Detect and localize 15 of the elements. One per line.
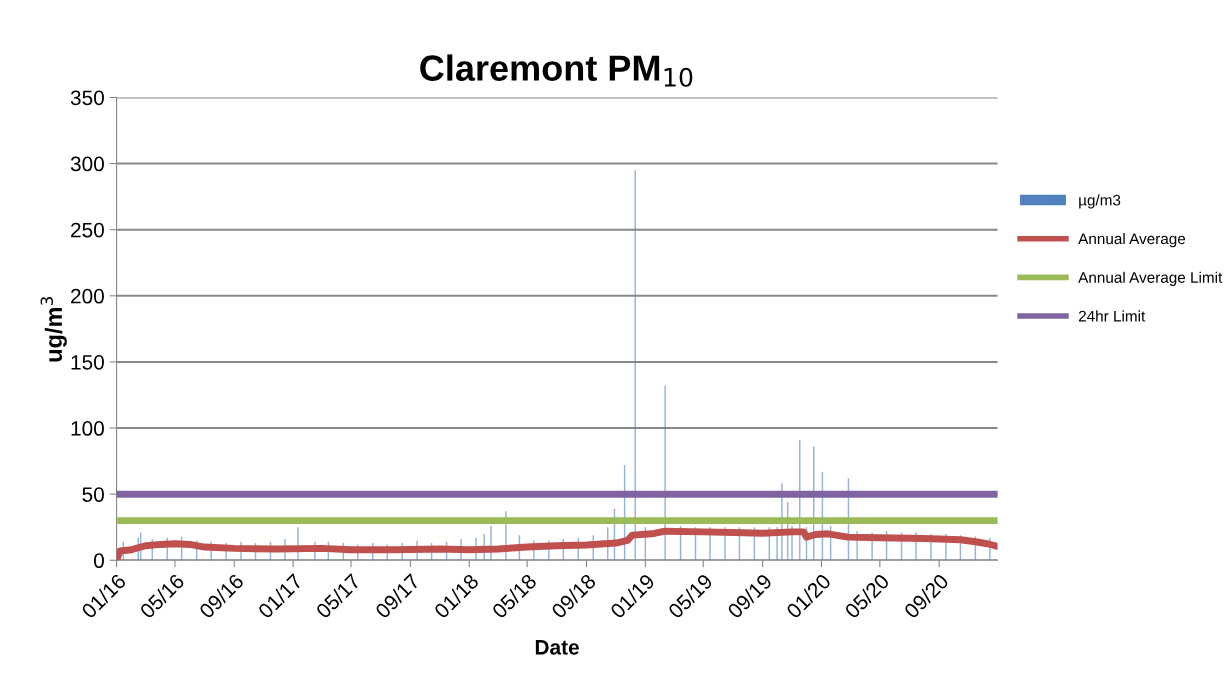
x-axis-title: Date — [535, 640, 579, 655]
legend-label: µg/m3 — [1079, 194, 1121, 209]
y-tick-label: 350 — [70, 90, 104, 106]
legend-label: Annual Average — [1078, 232, 1186, 248]
chart-title: Claremont PM$_{10}$ — [420, 54, 693, 87]
legend-label: 24hr Limit — [1078, 310, 1146, 322]
y-tick-label: 300 — [70, 156, 104, 172]
y-tick-label: 100 — [71, 421, 104, 436]
y-tick-label: 0 — [93, 553, 104, 569]
y-axis-title: ug/m$^{3}$ — [40, 297, 67, 362]
y-tick-label: 200 — [71, 288, 104, 304]
y-tick-label: 50 — [82, 487, 104, 502]
y-tick-label: 150 — [71, 354, 104, 370]
legend-label: Annual Average Limit — [1078, 271, 1223, 286]
y-tick-label: 250 — [71, 222, 104, 238]
